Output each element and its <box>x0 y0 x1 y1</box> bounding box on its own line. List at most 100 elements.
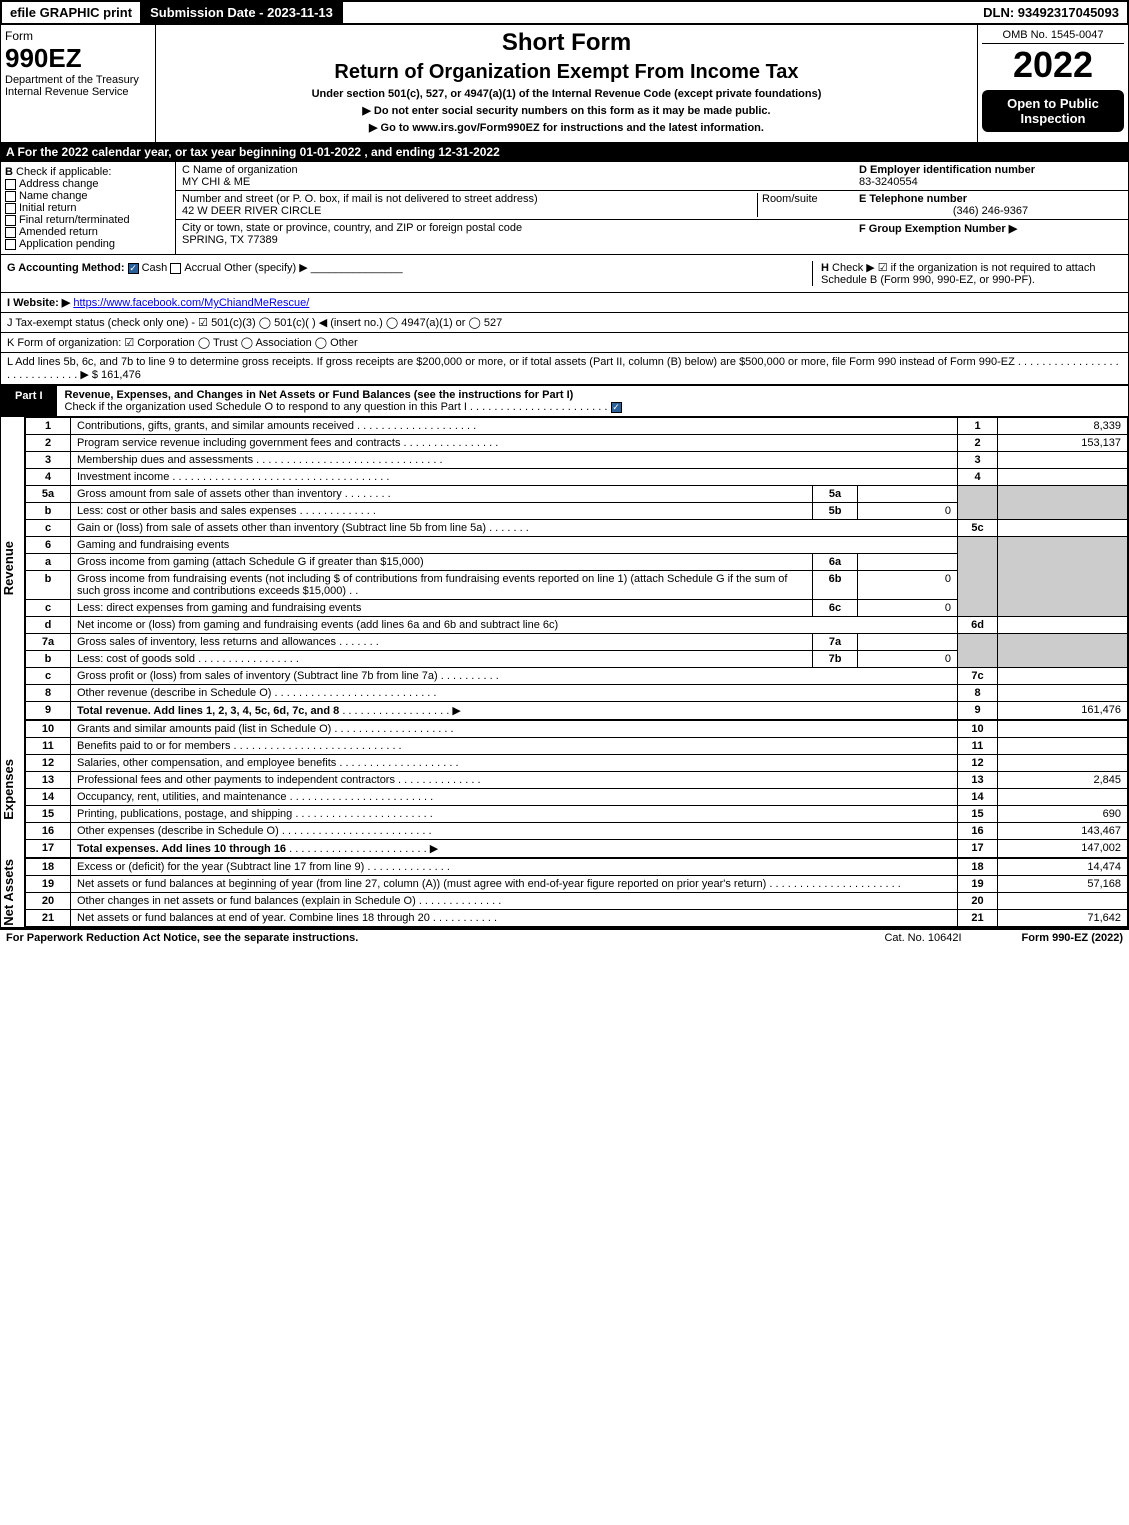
line9-n: 9 <box>958 702 998 720</box>
line6d-desc: Net income or (loss) from gaming and fun… <box>77 619 558 631</box>
c-city: SPRING, TX 77389 <box>182 234 847 246</box>
line12-n: 12 <box>958 755 998 772</box>
b-opt-4[interactable]: Amended return <box>19 226 98 238</box>
line3-n: 3 <box>958 452 998 469</box>
line6b-sv: 0 <box>858 571 958 600</box>
c-name-label: C Name of organization <box>182 164 847 176</box>
line4-desc: Investment income <box>77 471 169 483</box>
part1-label: Part I <box>1 386 57 416</box>
l-text: L Add lines 5b, 6c, and 7b to line 9 to … <box>7 356 1015 368</box>
footer-left: For Paperwork Reduction Act Notice, see … <box>6 932 358 944</box>
room-label: Room/suite <box>757 193 847 217</box>
line7c-desc: Gross profit or (loss) from sales of inv… <box>77 670 438 682</box>
f-label: F Group Exemption Number ▶ <box>859 223 1017 235</box>
website-link[interactable]: https://www.facebook.com/MyChiandMeRescu… <box>73 297 309 309</box>
netassets-label: Net Assets <box>1 859 24 926</box>
ssn-warning: ▶ Do not enter social security numbers o… <box>160 104 973 117</box>
footer-mid: Cat. No. 10642I <box>884 932 961 944</box>
footer: For Paperwork Reduction Act Notice, see … <box>0 928 1129 946</box>
subtitle: Under section 501(c), 527, or 4947(a)(1)… <box>160 88 973 100</box>
e-val: (346) 246-9367 <box>859 205 1122 217</box>
part1-check-box[interactable] <box>611 402 622 413</box>
line8-desc: Other revenue (describe in Schedule O) <box>77 687 271 699</box>
line6b-sn: 6b <box>813 571 858 600</box>
line6-desc: Gaming and fundraising events <box>71 537 958 554</box>
form-word: Form <box>5 29 151 43</box>
line6c-sv: 0 <box>858 600 958 617</box>
part1-title: Revenue, Expenses, and Changes in Net As… <box>65 389 574 401</box>
b-opt-3[interactable]: Final return/terminated <box>19 214 130 226</box>
line9-v: 161,476 <box>998 702 1128 720</box>
line10-desc: Grants and similar amounts paid (list in… <box>77 723 331 735</box>
expenses-label: Expenses <box>1 759 24 820</box>
line6c-desc: Less: direct expenses from gaming and fu… <box>77 602 361 614</box>
g-accrual-check[interactable] <box>170 263 181 274</box>
line19-n: 19 <box>958 876 998 893</box>
section-a: A For the 2022 calendar year, or tax yea… <box>0 143 1129 161</box>
line19-desc: Net assets or fund balances at beginning… <box>77 878 766 890</box>
dept: Department of the Treasury Internal Reve… <box>5 74 151 98</box>
b-opt-2[interactable]: Initial return <box>19 202 76 214</box>
b-opt-1[interactable]: Name change <box>19 190 88 202</box>
footer-right: Form 990-EZ (2022) <box>1022 932 1123 944</box>
line6a-sn: 6a <box>813 554 858 571</box>
line7a-sn: 7a <box>813 634 858 651</box>
line9-desc: Total revenue. Add lines 1, 2, 3, 4, 5c,… <box>77 705 339 717</box>
line17-v: 147,002 <box>998 840 1128 858</box>
g-label: G Accounting Method: <box>7 262 125 274</box>
part1-check: Check if the organization used Schedule … <box>65 401 467 413</box>
l-row: L Add lines 5b, 6c, and 7b to line 9 to … <box>0 353 1129 385</box>
line2-desc: Program service revenue including govern… <box>77 437 400 449</box>
line15-v: 690 <box>998 806 1128 823</box>
g-cash-check[interactable] <box>128 263 139 274</box>
part1-header: Part I Revenue, Expenses, and Changes in… <box>0 385 1129 417</box>
line21-v: 71,642 <box>998 910 1128 927</box>
tax-year: 2022 <box>982 44 1124 86</box>
short-form-title: Short Form <box>160 29 973 57</box>
line18-desc: Excess or (deficit) for the year (Subtra… <box>77 861 364 873</box>
line18-v: 14,474 <box>998 859 1128 876</box>
e-label: E Telephone number <box>859 193 967 205</box>
k-row: K Form of organization: ☑ Corporation ◯ … <box>0 333 1129 353</box>
line3-desc: Membership dues and assessments <box>77 454 253 466</box>
open-inspection: Open to Public Inspection <box>982 90 1124 132</box>
form-header: Form 990EZ Department of the Treasury In… <box>0 25 1129 143</box>
efile-print-label[interactable]: efile GRAPHIC print <box>2 2 142 23</box>
b-opt-5[interactable]: Application pending <box>19 238 115 250</box>
line10-n: 10 <box>958 721 998 738</box>
line11-n: 11 <box>958 738 998 755</box>
row-g-h: G Accounting Method: Cash Accrual Other … <box>0 255 1129 293</box>
line6d-n: 6d <box>958 617 998 634</box>
line21-n: 21 <box>958 910 998 927</box>
info-grid: B Check if applicable: Address change Na… <box>0 161 1129 255</box>
line2-v: 153,137 <box>998 435 1128 452</box>
line7a-desc: Gross sales of inventory, less returns a… <box>77 636 336 648</box>
line20-desc: Other changes in net assets or fund bala… <box>77 895 416 907</box>
dln: DLN: 93492317045093 <box>975 2 1127 23</box>
goto-link[interactable]: ▶ Go to www.irs.gov/Form990EZ for instru… <box>160 121 973 134</box>
line5c-n: 5c <box>958 520 998 537</box>
h-text: Check ▶ ☑ if the organization is not req… <box>821 262 1096 286</box>
line15-desc: Printing, publications, postage, and shi… <box>77 808 292 820</box>
line16-n: 16 <box>958 823 998 840</box>
line7b-sv: 0 <box>858 651 958 668</box>
line14-n: 14 <box>958 789 998 806</box>
j-row: J Tax-exempt status (check only one) - ☑… <box>0 313 1129 333</box>
line7b-desc: Less: cost of goods sold <box>77 653 195 665</box>
website-row: I Website: ▶ https://www.facebook.com/My… <box>0 293 1129 313</box>
line13-n: 13 <box>958 772 998 789</box>
submission-date: Submission Date - 2023-11-13 <box>142 2 343 23</box>
line7b-sn: 7b <box>813 651 858 668</box>
l-amount: ▶ $ 161,476 <box>80 369 140 381</box>
line13-desc: Professional fees and other payments to … <box>77 774 395 786</box>
g-cash: Cash <box>142 262 168 274</box>
line1-v: 8,339 <box>998 418 1128 435</box>
line18-n: 18 <box>958 859 998 876</box>
d-val: 83-3240554 <box>859 176 918 188</box>
line17-n: 17 <box>958 840 998 858</box>
b-opt-0[interactable]: Address change <box>19 178 99 190</box>
line6c-sn: 6c <box>813 600 858 617</box>
b-label: Check if applicable: <box>16 166 111 178</box>
g-other: Other (specify) ▶ <box>224 262 308 274</box>
line16-v: 143,467 <box>998 823 1128 840</box>
